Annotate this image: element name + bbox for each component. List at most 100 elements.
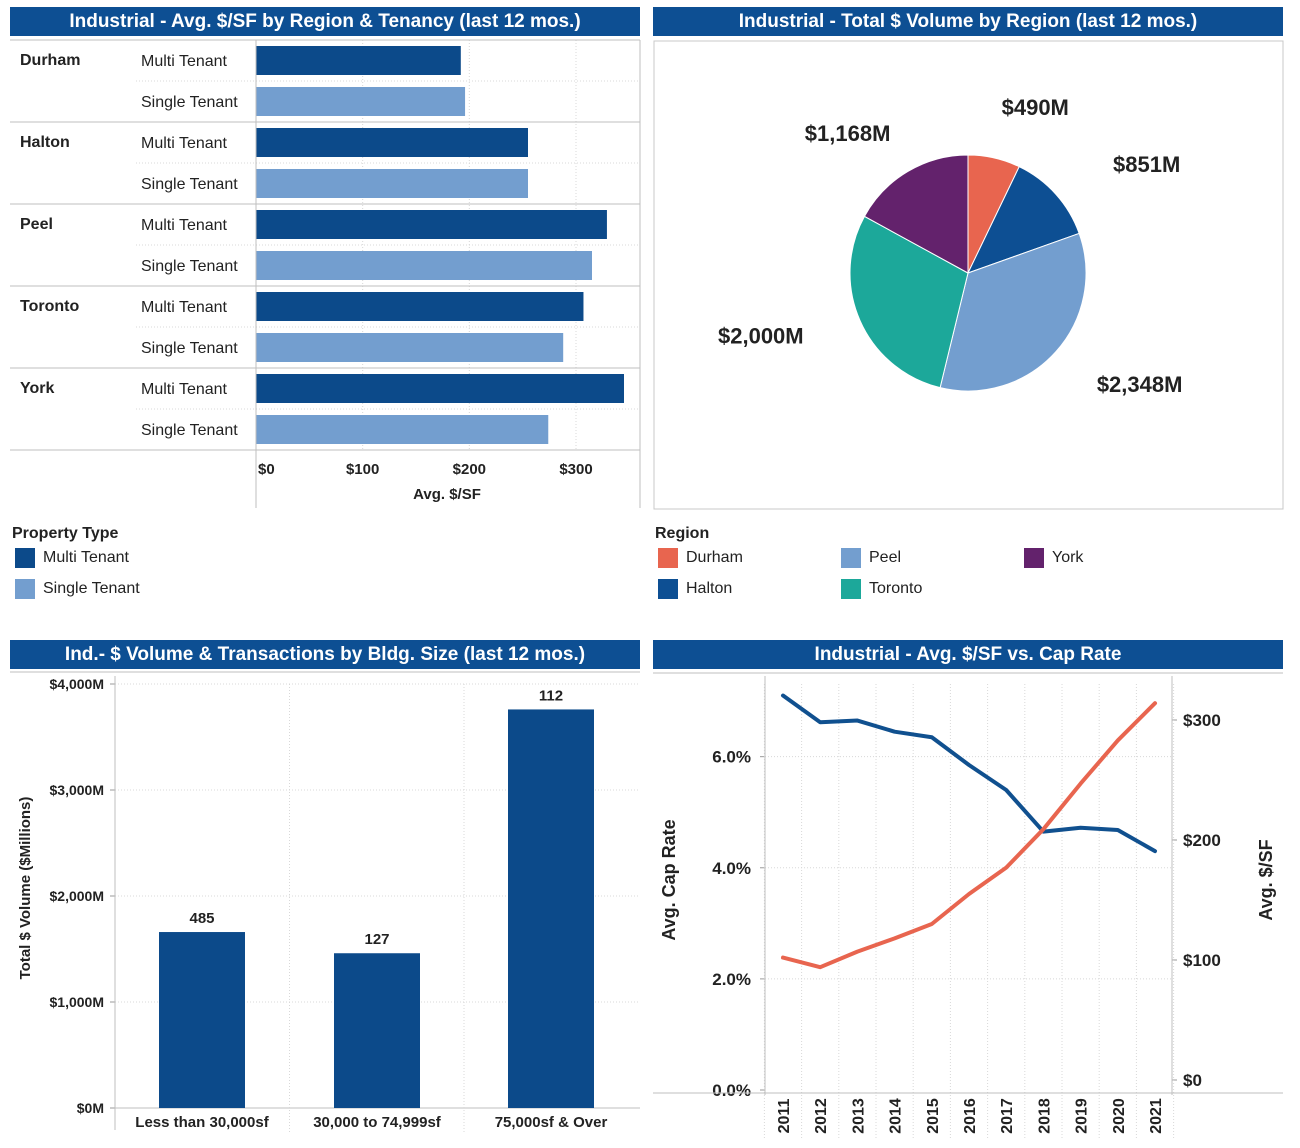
x-tick-label: 2017 xyxy=(999,1098,1016,1134)
tenancy-label: Multi Tenant xyxy=(141,381,228,398)
tenancy-label: Multi Tenant xyxy=(141,299,228,316)
y-tick-label-left: 2.0% xyxy=(712,970,751,989)
y-tick-label-right: $200 xyxy=(1183,831,1221,850)
legend-label: Single Tenant xyxy=(43,580,140,597)
pie-slice xyxy=(849,215,969,389)
x-tick-label: 2013 xyxy=(850,1098,867,1134)
tenancy-label: Single Tenant xyxy=(141,340,238,357)
x-tick-label: 2012 xyxy=(813,1098,830,1134)
x-tick-label: 2018 xyxy=(1036,1098,1053,1134)
legend-item-single-tenant[interactable]: Single Tenant xyxy=(15,579,140,599)
x-tick-label: $300 xyxy=(559,461,592,478)
legend-item-toronto[interactable]: Toronto xyxy=(841,579,922,599)
right-axis-title: Avg. $/SF xyxy=(1256,839,1276,920)
x-axis-title: Avg. $/SF xyxy=(413,486,481,503)
pie-slice xyxy=(967,166,1080,274)
x-tick-label: 30,000 to 74,999sf xyxy=(313,1114,442,1131)
cap-rate-line xyxy=(781,693,1157,854)
tenancy-label: Single Tenant xyxy=(141,422,238,439)
bar xyxy=(256,210,607,239)
bar-data-label: 112 xyxy=(539,687,563,704)
bar xyxy=(256,87,466,116)
pie-panel-border xyxy=(653,40,1284,510)
y-tick-label: $2,000M xyxy=(50,888,104,904)
panel3-title: Ind.- $ Volume & Transactions by Bldg. S… xyxy=(10,640,640,669)
x-tick-label: 2021 xyxy=(1148,1098,1165,1134)
y-tick-label: $4,000M xyxy=(50,676,104,692)
legend-label: Halton xyxy=(686,580,733,597)
region-label: York xyxy=(20,380,54,397)
pie-slice xyxy=(863,154,969,274)
pie-slice-label: $2,348M xyxy=(1097,372,1183,397)
pie-slice-label: $851M xyxy=(1113,152,1180,177)
bar xyxy=(256,251,592,280)
legend-label: Toronto xyxy=(869,580,923,597)
york-swatch xyxy=(1024,548,1044,568)
panel4-title: Industrial - Avg. $/SF vs. Cap Rate xyxy=(653,640,1283,669)
y-tick-label-right: $300 xyxy=(1183,711,1221,730)
x-tick-label: 2019 xyxy=(1074,1098,1091,1134)
single-tenant-swatch xyxy=(15,579,35,599)
region-label: Durham xyxy=(20,52,80,69)
durham-swatch xyxy=(658,548,678,568)
legend-item-halton[interactable]: Halton xyxy=(658,579,732,599)
bar xyxy=(256,415,549,444)
region-label: Toronto xyxy=(20,298,79,315)
panel1-title: Industrial - Avg. $/SF by Region & Tenan… xyxy=(10,7,640,36)
tenancy-label: Multi Tenant xyxy=(141,135,228,152)
bar xyxy=(508,709,594,1108)
property-type-legend-title: Property Type xyxy=(12,525,119,542)
bar xyxy=(256,46,461,75)
toronto-swatch xyxy=(841,579,861,599)
pie-slice-label: $490M xyxy=(1002,95,1069,120)
bar xyxy=(256,333,564,362)
y-tick-label-right: $0 xyxy=(1183,1071,1202,1090)
x-tick-label: Less than 30,000sf xyxy=(135,1114,269,1131)
x-tick-label: 2015 xyxy=(925,1098,942,1134)
x-tick-label: 2014 xyxy=(888,1098,905,1134)
x-tick-label: 2011 xyxy=(776,1099,793,1134)
halton-swatch xyxy=(658,579,678,599)
tenancy-label: Multi Tenant xyxy=(141,217,228,234)
multi-tenant-swatch xyxy=(15,548,35,568)
legend-item-peel[interactable]: Peel xyxy=(841,548,901,568)
y-tick-label: $3,000M xyxy=(50,782,104,798)
tenancy-label: Single Tenant xyxy=(141,176,238,193)
tenancy-label: Single Tenant xyxy=(141,258,238,275)
y-tick-label-left: 0.0% xyxy=(712,1081,751,1100)
panel2-title: Industrial - Total $ Volume by Region (l… xyxy=(653,7,1283,36)
legend-item-york[interactable]: York xyxy=(1024,548,1083,568)
tenancy-label: Single Tenant xyxy=(141,94,238,111)
region-legend-title: Region xyxy=(655,525,710,542)
x-tick-label: 2016 xyxy=(962,1098,979,1134)
legend-label: Durham xyxy=(686,549,743,566)
pie-slice xyxy=(939,232,1087,392)
x-tick-label: $200 xyxy=(453,461,486,478)
tenancy-label: Multi Tenant xyxy=(141,53,228,70)
pie-slice-label: $2,000M xyxy=(718,323,804,348)
x-tick-label: 2020 xyxy=(1111,1098,1128,1134)
bar xyxy=(256,128,528,157)
x-tick-label: $0 xyxy=(258,461,275,478)
legend-label: Multi Tenant xyxy=(43,549,129,566)
y-tick-label-left: 4.0% xyxy=(712,859,751,878)
region-label: Peel xyxy=(20,216,53,233)
pie-slice-label: $1,168M xyxy=(805,121,891,146)
bar xyxy=(256,292,584,321)
region-label: Halton xyxy=(20,134,70,151)
bar xyxy=(256,374,624,403)
bar xyxy=(334,953,420,1108)
bar xyxy=(256,169,528,198)
x-tick-label: $100 xyxy=(346,461,379,478)
bar-data-label: 127 xyxy=(364,931,389,948)
legend-label: York xyxy=(1052,549,1084,566)
y-tick-label-right: $100 xyxy=(1183,951,1221,970)
legend-item-multi-tenant[interactable]: Multi Tenant xyxy=(15,548,129,568)
y-tick-label-left: 6.0% xyxy=(712,748,751,767)
bar xyxy=(159,932,245,1108)
y-tick-label: $1,000M xyxy=(50,994,104,1010)
legend-item-durham[interactable]: Durham xyxy=(658,548,743,568)
left-axis-title: Avg. Cap Rate xyxy=(659,819,679,940)
legend-label: Peel xyxy=(869,549,902,566)
